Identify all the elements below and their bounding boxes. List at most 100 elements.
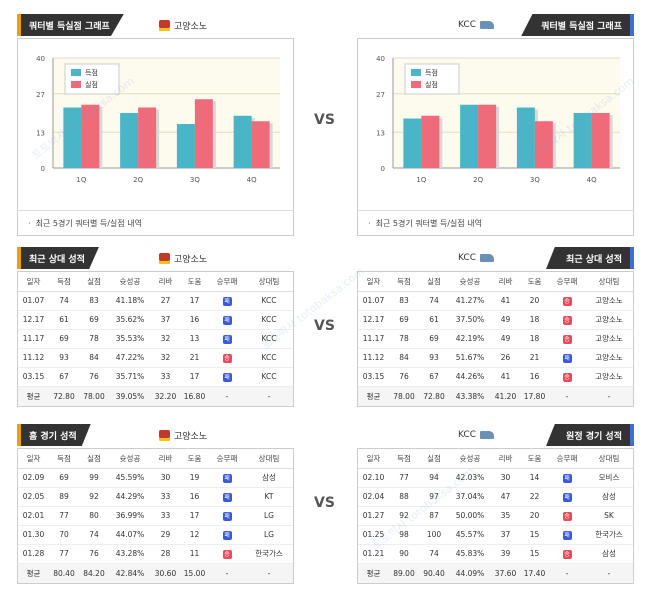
y-tick-label: 27 <box>376 91 385 99</box>
result-cell: 패 <box>209 329 245 349</box>
table-row: 11.17 69 78 35.53% 32 13 패 KCC <box>18 329 293 349</box>
vs-label-3: VS <box>314 495 335 511</box>
result-cell: 패 <box>209 367 245 387</box>
table-row: 01.07 83 74 41.27% 41 20 승 고양소노 <box>358 291 633 311</box>
average-cell: 평균 <box>18 386 49 406</box>
table-cell: 77 <box>49 544 79 564</box>
loss-badge: 패 <box>222 296 232 306</box>
table-cell: 35.62% <box>109 310 151 330</box>
table-cell: 20 <box>520 506 549 526</box>
home-team-label-2: 고양소노 <box>159 247 207 269</box>
x-tick-label: 3Q <box>190 176 200 184</box>
average-cell: 17.40 <box>520 563 549 583</box>
average-row: 평균 78.00 72.80 43.38% 41.20 17.80- - <box>358 386 633 406</box>
table-row: 11.17 78 69 42.19% 49 18 승 고양소노 <box>358 329 633 349</box>
table-row: 01.21 90 74 45.83% 39 15 승 삼성 <box>358 544 633 564</box>
x-tick-label: 3Q <box>530 176 540 184</box>
table-cell: 42.19% <box>449 329 491 349</box>
average-cell: 평균 <box>358 386 389 406</box>
table-cell: 80 <box>79 506 109 526</box>
table-cell: 74 <box>49 291 79 311</box>
table-cell: 76 <box>79 367 109 387</box>
table-cell: 19 <box>180 468 209 488</box>
average-cell: - <box>245 386 293 406</box>
table-row: 02.10 77 94 42.03% 30 14 패 모비스 <box>358 468 633 488</box>
average-cell: 78.00 <box>79 386 109 406</box>
column-header: 승무패 <box>209 449 245 469</box>
table-cell: 고양소노 <box>585 367 633 387</box>
table-cell: 01.07 <box>358 291 389 311</box>
x-tick-label: 4Q <box>587 176 597 184</box>
loss-badge: 패 <box>562 530 572 540</box>
result-cell: 승 <box>549 367 585 387</box>
table-cell: 삼성 <box>585 487 633 507</box>
column-header: 득점 <box>49 449 79 469</box>
table-cell: 76 <box>79 544 109 564</box>
loss-badge: 패 <box>222 372 232 382</box>
bar-conceded <box>421 115 440 168</box>
bar-conceded <box>478 104 497 168</box>
average-cell: - <box>209 386 245 406</box>
average-cell: 44.09% <box>449 563 491 583</box>
result-cell: 패 <box>209 487 245 507</box>
win-badge: 승 <box>562 372 572 382</box>
loss-badge: 패 <box>562 353 572 363</box>
table-cell: 74 <box>79 525 109 545</box>
away-recent-title: 최근 상대 성적 <box>546 247 634 269</box>
table-cell: 36.99% <box>109 506 151 526</box>
table-cell: 88 <box>389 487 419 507</box>
table-cell: 20 <box>520 291 549 311</box>
away-quarter-panel: KCC 쿼터별 득실점 그래프 0 13 27 40 1Q 2Q 3Q 4Q 득점 실점 · 최근… <box>357 14 634 236</box>
average-cell: - <box>549 386 585 406</box>
average-row: 평균 72.80 78.00 39.05% 32.20 16.80- - <box>18 386 293 406</box>
table-cell: 02.04 <box>358 487 389 507</box>
loss-badge: 패 <box>562 473 572 483</box>
table-cell: 17 <box>180 506 209 526</box>
home-recent-table: 일자 득점 실점 슛성공 리바 도움 승무패 상대팀 01.07 74 83 41.18% 27 17 패 K… <box>18 272 293 406</box>
table-cell: 49 <box>491 329 520 349</box>
table-cell: 93 <box>419 348 449 368</box>
table-cell: 69 <box>49 468 79 488</box>
table-row: 12.17 69 61 37.50% 49 18 승 고양소노 <box>358 310 633 330</box>
column-header: 승무패 <box>209 272 245 292</box>
x-tick-label: 2Q <box>473 176 483 184</box>
table-cell: 97 <box>419 487 449 507</box>
y-tick-label: 27 <box>36 91 45 99</box>
x-tick-label: 4Q <box>247 176 257 184</box>
bar-conceded <box>81 104 100 168</box>
bar-conceded <box>251 121 270 168</box>
column-header: 상대팀 <box>585 272 633 292</box>
loss-badge: 패 <box>562 492 572 502</box>
table-cell: 17 <box>180 367 209 387</box>
column-header: 실점 <box>79 272 109 292</box>
table-cell: 50.00% <box>449 506 491 526</box>
table-cell: 16 <box>180 310 209 330</box>
home-quarter-chart-box: 0 13 27 40 1Q 2Q 3Q 4Q 득점 실점 <box>17 38 294 210</box>
table-row: 01.28 77 76 43.28% 28 11 승 한국가스 <box>18 544 293 564</box>
column-header: 실점 <box>419 272 449 292</box>
column-header: 상대팀 <box>245 272 293 292</box>
away-recent-table: 일자 득점 실점 슛성공 리바 도움 승무패 상대팀 01.07 83 74 41.27% 41 20 승 고… <box>358 272 633 406</box>
table-cell: 01.30 <box>18 525 49 545</box>
orion-logo-icon <box>159 429 170 441</box>
win-badge: 승 <box>562 549 572 559</box>
table-row: 01.30 70 74 44.07% 29 12 패 LG <box>18 525 293 545</box>
result-cell: 패 <box>549 487 585 507</box>
table-cell: 11.17 <box>18 329 49 349</box>
away-quarter-note: · 최근 5경기 쿼터별 득/실점 내역 <box>357 210 634 236</box>
table-cell: 01.28 <box>18 544 49 564</box>
table-cell: 16 <box>180 487 209 507</box>
table-cell: 69 <box>419 329 449 349</box>
column-header: 리바 <box>151 449 180 469</box>
table-cell: 삼성 <box>585 544 633 564</box>
column-header: 실점 <box>419 449 449 469</box>
average-cell: 84.20 <box>79 563 109 583</box>
table-cell: 98 <box>389 525 419 545</box>
table-cell: 67 <box>419 367 449 387</box>
average-cell: 17.80 <box>520 386 549 406</box>
bar-conceded <box>534 121 553 168</box>
table-cell: 02.10 <box>358 468 389 488</box>
average-cell: 16.80 <box>180 386 209 406</box>
average-cell: - <box>585 563 633 583</box>
away-team-name: KCC <box>458 20 476 30</box>
